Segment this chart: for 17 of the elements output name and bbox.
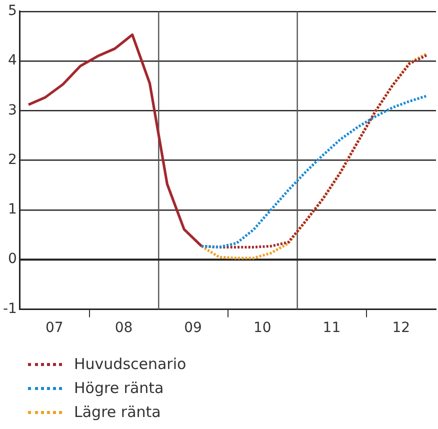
x-tick-label: 10 bbox=[253, 320, 272, 336]
y-tick-label: 1 bbox=[8, 202, 17, 218]
x-tick-label: 12 bbox=[392, 320, 410, 336]
y-tick-label: 3 bbox=[8, 102, 17, 118]
x-tick-label: 07 bbox=[45, 320, 64, 336]
x-tick-label: 08 bbox=[114, 320, 133, 336]
y-tick-label: 5 bbox=[8, 3, 17, 20]
y-tick-label: 4 bbox=[8, 52, 18, 69]
y-tick-label: -1 bbox=[2, 300, 17, 317]
legend-label: Lägre ränta bbox=[74, 403, 161, 421]
legend-label: Högre ränta bbox=[74, 379, 164, 397]
legend-label: Huvudscenario bbox=[74, 355, 186, 373]
x-tick-label: 09 bbox=[184, 320, 202, 336]
y-tick-label: 0 bbox=[8, 251, 17, 268]
y-tick-label: 2 bbox=[8, 152, 17, 168]
x-tick-label: 11 bbox=[322, 320, 341, 336]
line-series bbox=[200, 94, 428, 248]
